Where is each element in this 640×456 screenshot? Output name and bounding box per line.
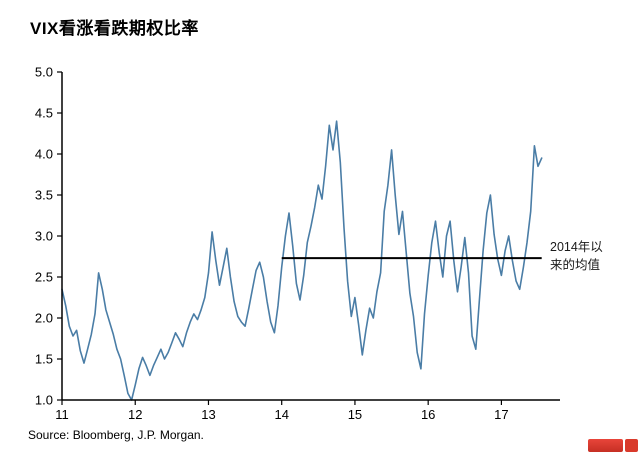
x-tick-label: 13 [201, 407, 215, 422]
mean-annotation-line2: 来的均值 [550, 258, 601, 272]
watermark-logo [588, 438, 638, 453]
y-tick-label: 4.0 [35, 147, 53, 162]
x-tick-label: 17 [494, 407, 508, 422]
y-tick-label: 1.5 [35, 352, 53, 367]
y-tick-label: 3.0 [35, 229, 53, 244]
x-tick-label: 16 [421, 407, 435, 422]
source-text: Source: Bloomberg, J.P. Morgan. [28, 428, 204, 442]
y-tick-label: 4.5 [35, 106, 53, 121]
y-tick-label: 1.0 [35, 393, 53, 408]
mean-annotation-line1: 2014年以 [550, 240, 603, 254]
y-tick-label: 5.0 [35, 65, 53, 80]
y-tick-label: 2.0 [35, 311, 53, 326]
y-tick-label: 3.5 [35, 188, 53, 203]
x-tick-label: 15 [348, 407, 362, 422]
x-tick-label: 11 [55, 407, 69, 422]
watermark-square [625, 439, 638, 452]
mean-annotation: 2014年以 来的均值 [550, 238, 603, 274]
vix-ratio-line [61, 120, 543, 401]
x-tick-label: 14 [274, 407, 288, 422]
y-tick-label: 2.5 [35, 270, 53, 285]
x-tick-label: 12 [128, 407, 142, 422]
chart-title: VIX看涨看跌期权比率 [30, 19, 199, 38]
watermark-bar [588, 439, 623, 452]
